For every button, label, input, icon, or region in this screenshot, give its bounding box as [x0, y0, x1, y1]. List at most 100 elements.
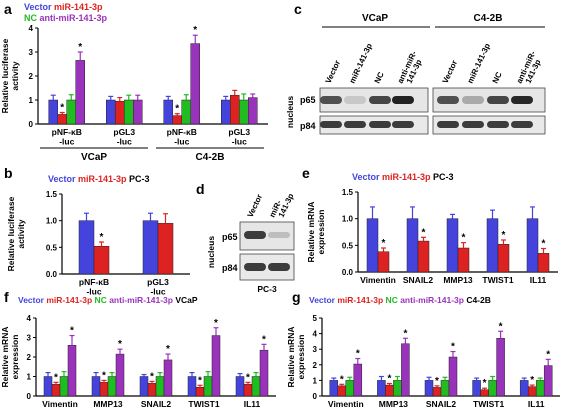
cell-line-label: VCaP	[81, 152, 107, 163]
significance-star: *	[387, 374, 391, 385]
cell-line-label: PC-3	[431, 172, 454, 182]
significance-star: *	[150, 371, 154, 382]
bar	[99, 382, 109, 397]
cell-line-label: PC-3	[257, 284, 277, 294]
significance-star: *	[70, 326, 74, 337]
blot-band	[244, 263, 266, 271]
fraction-label: nucleus	[285, 96, 295, 128]
bar	[155, 376, 165, 397]
legend-entry: Vector	[309, 295, 336, 305]
y-axis-label: Relative luciferase	[0, 38, 10, 113]
blot-band	[268, 263, 290, 271]
blot-band	[392, 121, 414, 128]
x-tick-label: SNAIL2	[426, 399, 457, 409]
y-axis-label: expression	[296, 335, 306, 380]
significance-star: *	[542, 239, 546, 250]
y-tick-label: 5	[313, 314, 318, 323]
bar	[51, 384, 61, 397]
y-tick-label: 1	[313, 376, 318, 385]
bar	[345, 380, 355, 397]
x-tick-label: Vimentin	[42, 399, 78, 409]
y-tick-label: 1.0	[46, 217, 58, 226]
significance-star: *	[530, 375, 534, 386]
y-tick-label: 0.5	[46, 243, 58, 252]
bar	[393, 380, 402, 397]
blot-band	[511, 96, 533, 104]
panel-letter: f	[4, 289, 9, 305]
bar	[139, 376, 149, 397]
panel-letter: e	[302, 165, 310, 181]
x-tick-label: IL11	[244, 399, 261, 409]
y-tick-label: 1.5	[342, 188, 354, 197]
significance-star: *	[451, 342, 455, 353]
significance-star: *	[175, 104, 179, 115]
legend-entry: miR-141-3p	[335, 295, 383, 305]
legend: Vector miR-141-3p PC-3	[48, 174, 150, 184]
significance-star: *	[340, 374, 344, 385]
significance-star: *	[435, 376, 439, 387]
bar	[488, 380, 497, 397]
bar	[115, 353, 125, 397]
bar	[124, 99, 134, 125]
blot-band	[462, 96, 484, 104]
y-tick-label: 3	[313, 345, 318, 354]
bar	[203, 376, 213, 397]
bar	[243, 384, 253, 397]
y-axis-label: Relative mRNA	[306, 202, 316, 263]
significance-star: *	[262, 334, 266, 345]
bar	[329, 380, 339, 397]
bar	[147, 383, 157, 397]
bar	[353, 363, 363, 397]
blot-row-label: p65	[300, 95, 316, 105]
x-tick-label: IL11	[528, 399, 545, 409]
blot-band	[344, 121, 366, 128]
bar	[107, 376, 117, 397]
lane-label: Vector	[246, 193, 264, 219]
x-tick-label: -luc	[86, 287, 101, 297]
bar	[48, 99, 58, 125]
bar	[377, 251, 390, 273]
y-tick-label: 4	[313, 330, 318, 339]
blot-band	[487, 121, 509, 128]
y-tick-label: 2	[27, 353, 32, 362]
panel-letter: c	[294, 1, 302, 17]
blot-band	[320, 121, 342, 128]
blot-row-label: p84	[222, 263, 238, 273]
bar	[78, 220, 95, 275]
x-tick-label: MMP13	[93, 399, 123, 409]
x-tick-label: pGL3	[228, 127, 250, 137]
bar	[519, 380, 529, 397]
x-tick-label: -luc	[59, 137, 74, 147]
y-axis-label: Relative luciferase	[6, 196, 16, 271]
bar	[221, 99, 231, 125]
x-tick-label: TWIST1	[482, 275, 513, 285]
bar	[377, 380, 386, 397]
bar	[59, 376, 69, 397]
significance-star: *	[54, 372, 58, 383]
y-axis-label: Relative mRNA	[0, 327, 10, 388]
legend-entry: Vector	[24, 2, 52, 12]
significance-star: *	[382, 238, 386, 249]
blot-band	[437, 121, 459, 128]
legend: Vector miR-141-3p	[24, 2, 103, 12]
blot-row-label: p84	[300, 121, 316, 131]
cell-line-label: PC-3	[127, 174, 150, 184]
bar	[181, 99, 191, 125]
bar	[543, 365, 553, 397]
x-tick-label: pGL3	[147, 277, 169, 287]
bar	[480, 389, 489, 397]
bar	[75, 60, 85, 125]
bar	[486, 218, 499, 273]
legend: Vector miR-141-3p PC-3	[352, 172, 454, 182]
bar	[526, 218, 539, 273]
bar	[472, 380, 481, 397]
bar	[440, 380, 450, 397]
bar	[432, 387, 442, 397]
y-tick-label: 1.0	[342, 215, 354, 224]
significance-star: *	[499, 321, 503, 332]
x-tick-label: pNF-κB	[79, 277, 109, 287]
significance-star: *	[356, 349, 360, 360]
blot-row-label: p65	[222, 232, 238, 242]
